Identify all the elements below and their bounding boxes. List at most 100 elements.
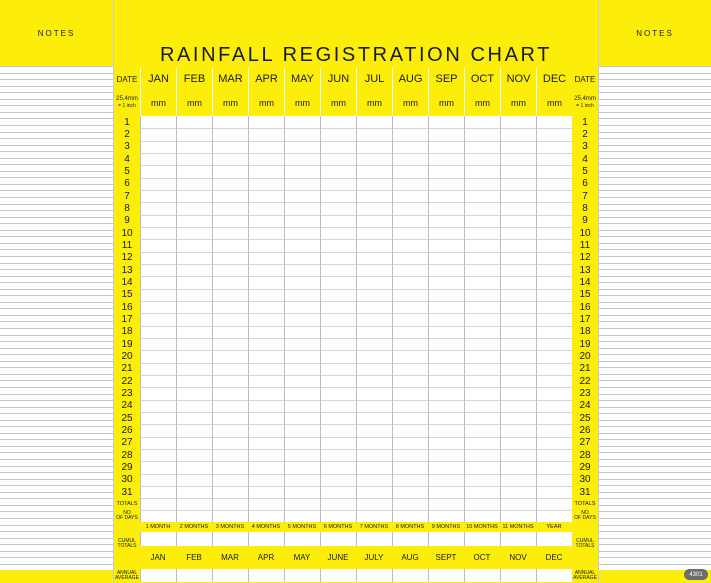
- day-number-right: 27: [579, 437, 591, 449]
- grid-line: [321, 387, 356, 389]
- annual-line1: ANNUAL: [574, 569, 596, 576]
- cumulative-total-cell[interactable]: [500, 532, 536, 547]
- daily-rainfall-cells[interactable]: [284, 116, 320, 523]
- cumulative-total-cell[interactable]: [284, 532, 320, 547]
- annual-average-cell[interactable]: [140, 569, 176, 583]
- no-of-days-line1: NO: [581, 510, 589, 517]
- cumulative-total-cell[interactable]: [536, 532, 572, 547]
- grid-line: [357, 350, 392, 352]
- grid-line: [141, 510, 176, 512]
- daily-rainfall-cells[interactable]: [140, 116, 176, 523]
- annual-average-cell[interactable]: [392, 569, 428, 583]
- grid-line: [285, 165, 320, 167]
- grid-line: [249, 387, 284, 389]
- month-header: OCT: [464, 68, 500, 90]
- grid-line: [285, 436, 320, 438]
- annual-average-month-label: MAY: [284, 546, 320, 570]
- cumulative-total-cell[interactable]: [464, 532, 500, 547]
- grid-line: [501, 152, 536, 154]
- grid-line: [249, 473, 284, 475]
- grid-line: [429, 202, 464, 204]
- annual-average-cell[interactable]: [284, 569, 320, 583]
- grid-line: [177, 473, 212, 475]
- grid-line: [429, 350, 464, 352]
- daily-rainfall-cells[interactable]: [392, 116, 428, 523]
- annual-average-cell[interactable]: [248, 569, 284, 583]
- annual-line1: ANNUAL: [116, 569, 138, 576]
- grid-line: [249, 436, 284, 438]
- note-line: [0, 190, 113, 192]
- day-number-right: 29: [579, 461, 591, 473]
- grid-line: [249, 461, 284, 463]
- grid-line: [141, 288, 176, 290]
- day-number-left: 24: [121, 400, 133, 412]
- annual-average-cell[interactable]: [212, 569, 248, 583]
- grid-line: [429, 485, 464, 487]
- note-line: [0, 557, 113, 559]
- grid-line: [249, 374, 284, 376]
- grid-line: [393, 424, 428, 426]
- cumulative-total-cell[interactable]: [140, 532, 176, 547]
- grid-line: [537, 165, 572, 167]
- annual-average-cell[interactable]: [176, 569, 212, 583]
- grid-line: [177, 399, 212, 401]
- grid-line: [357, 374, 392, 376]
- note-line: [0, 465, 113, 467]
- grid-line: [357, 362, 392, 364]
- daily-rainfall-cells[interactable]: [212, 116, 248, 523]
- daily-rainfall-cells[interactable]: [464, 116, 500, 523]
- note-line: [599, 380, 711, 382]
- cumulative-label: 9 MONTHS: [428, 522, 464, 533]
- cumulative-total-cell[interactable]: [320, 532, 356, 547]
- cumulative-total-cell[interactable]: [392, 532, 428, 547]
- annual-average-cell[interactable]: [320, 569, 356, 583]
- grid-line: [393, 263, 428, 265]
- annual-average-cell[interactable]: [464, 569, 500, 583]
- daily-rainfall-cells[interactable]: [248, 116, 284, 523]
- grid-line: [501, 189, 536, 191]
- grid-line: [465, 510, 500, 512]
- grid-line: [177, 300, 212, 302]
- grid-line: [141, 337, 176, 339]
- grid-line: [537, 263, 572, 265]
- grid-line: [213, 325, 248, 327]
- daily-rainfall-cells[interactable]: [356, 116, 392, 523]
- annual-average-cell[interactable]: [356, 569, 392, 583]
- grid-line: [501, 399, 536, 401]
- day-number-right: 1: [582, 116, 588, 128]
- daily-rainfall-cells[interactable]: [500, 116, 536, 523]
- cumulative-total-cell[interactable]: [428, 532, 464, 547]
- note-line: [599, 386, 711, 388]
- note-line: [599, 282, 711, 284]
- note-line: [0, 511, 113, 513]
- month-column: OCT mm 10 MONTHS OCT: [464, 68, 500, 583]
- grid-line: [249, 288, 284, 290]
- note-line: [0, 308, 113, 310]
- daily-rainfall-cells[interactable]: [176, 116, 212, 523]
- annual-average-cell[interactable]: [428, 569, 464, 583]
- cumulative-total-cell[interactable]: [248, 532, 284, 547]
- grid-line: [321, 424, 356, 426]
- cumulative-label: YEAR: [536, 522, 572, 533]
- daily-rainfall-cells[interactable]: [536, 116, 572, 523]
- day-number-right: 20: [579, 350, 591, 362]
- note-line: [599, 334, 711, 336]
- grid-line: [357, 498, 392, 500]
- annual-average-cell[interactable]: [536, 569, 572, 583]
- note-line: [599, 197, 711, 198]
- annual-average-cell[interactable]: [500, 569, 536, 583]
- cumulative-total-cell[interactable]: [176, 532, 212, 547]
- grid-line: [501, 288, 536, 290]
- note-line: [599, 563, 711, 565]
- grid-line: [537, 140, 572, 142]
- cumulative-total-cell[interactable]: [212, 532, 248, 547]
- grid-line: [321, 510, 356, 512]
- daily-rainfall-cells[interactable]: [428, 116, 464, 523]
- grid-line: [393, 239, 428, 241]
- month-column: JUN mm 6 MONTHS JUNE: [320, 68, 356, 583]
- month-header: FEB: [176, 68, 212, 90]
- cumulative-total-cell[interactable]: [356, 532, 392, 547]
- daily-rainfall-cells[interactable]: [320, 116, 356, 523]
- grid-line: [213, 485, 248, 487]
- month-header: MAY: [284, 68, 320, 90]
